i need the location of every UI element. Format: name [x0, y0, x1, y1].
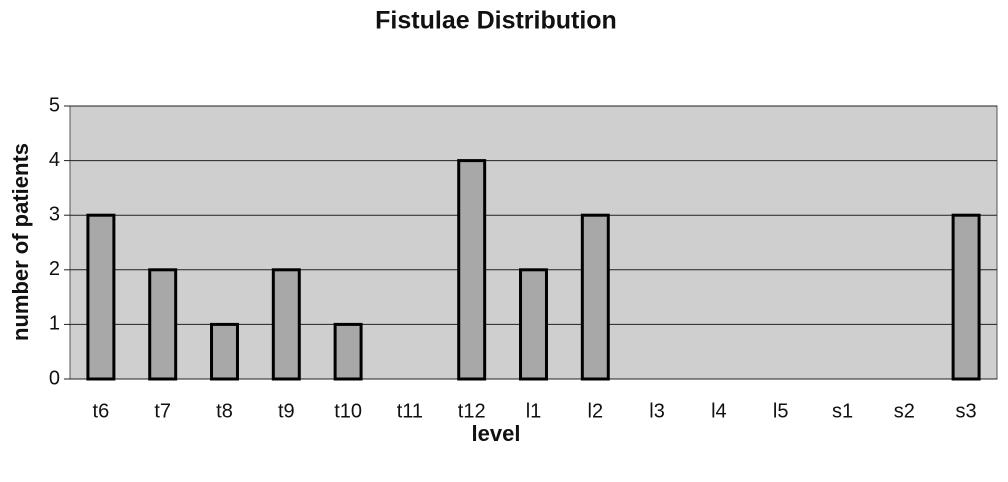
chart-title: Fistulae Distribution	[375, 7, 617, 35]
y-tick-label: 0	[49, 367, 60, 389]
bar	[210, 322, 239, 381]
bar	[457, 159, 487, 381]
x-tick-label: l3	[649, 400, 665, 422]
y-axis-label: number of patients	[8, 143, 33, 341]
x-tick-label: l4	[711, 400, 727, 422]
y-tick-label: 2	[49, 258, 60, 280]
bar	[333, 322, 363, 381]
x-tick-label: s1	[832, 400, 853, 422]
x-tick-label: t12	[458, 400, 486, 422]
bar	[86, 213, 116, 381]
x-tick-label: t9	[278, 400, 295, 422]
x-axis-label: level	[472, 421, 521, 446]
x-tick-label: s3	[956, 400, 977, 422]
x-tick-label: s2	[894, 400, 915, 422]
bar	[271, 268, 301, 381]
x-tick-label: l1	[526, 400, 542, 422]
y-tick-label: 4	[49, 149, 60, 171]
bar	[519, 268, 548, 381]
y-tick-label: 5	[49, 94, 60, 116]
x-tick-label: t8	[216, 400, 233, 422]
x-tick-label: t11	[397, 400, 423, 422]
bar	[580, 213, 610, 381]
x-tick-label: l5	[773, 400, 789, 422]
bar	[148, 268, 178, 381]
bar	[951, 213, 981, 381]
y-tick-label: 3	[49, 203, 60, 225]
x-tick-label: t10	[334, 400, 362, 422]
y-tick-label: 1	[49, 313, 60, 335]
x-tick-label: t6	[93, 400, 110, 422]
x-tick-label: t7	[154, 400, 171, 422]
x-tick-label: l2	[588, 400, 604, 422]
